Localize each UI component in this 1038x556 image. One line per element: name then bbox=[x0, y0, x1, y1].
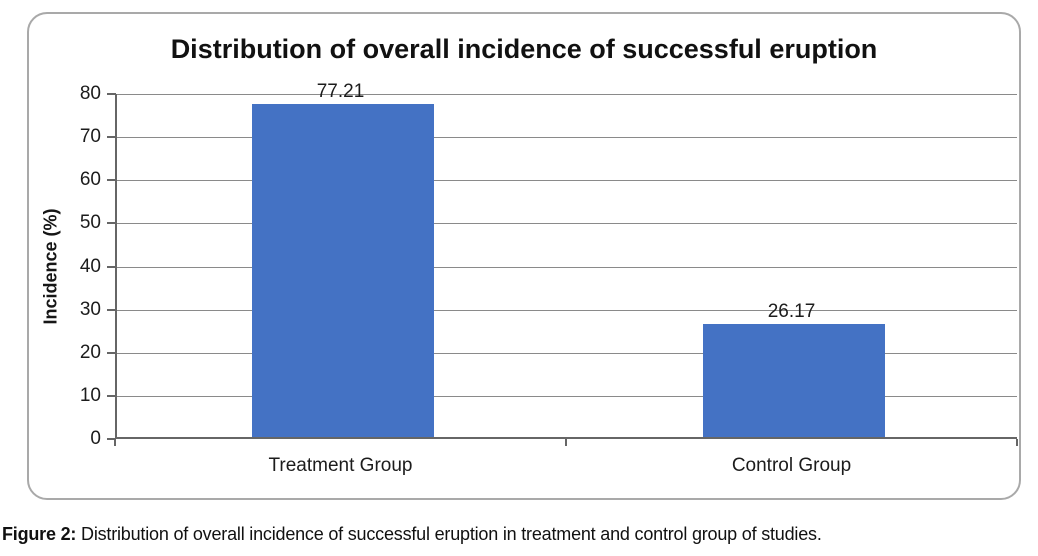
y-tick-label: 10 bbox=[79, 384, 101, 406]
chart-title: Distribution of overall incidence of suc… bbox=[154, 30, 894, 68]
y-tick-label: 50 bbox=[79, 212, 101, 234]
figure-caption-label: Figure 2: bbox=[2, 524, 77, 544]
chart-title-text: Distribution of overall incidence of suc… bbox=[165, 34, 883, 64]
gridline bbox=[117, 352, 1017, 354]
gridline bbox=[117, 395, 1017, 397]
gridline bbox=[117, 180, 1017, 182]
y-tick-mark bbox=[107, 438, 116, 440]
y-tick-label: 40 bbox=[79, 255, 101, 277]
y-tick-label: 0 bbox=[90, 428, 101, 449]
y-tick-mark bbox=[107, 265, 116, 268]
y-tick-mark bbox=[107, 351, 116, 354]
gridline bbox=[117, 223, 1017, 225]
bar-treatment-group bbox=[251, 104, 434, 437]
x-tick-mark bbox=[565, 439, 567, 446]
x-tick-mark bbox=[114, 439, 116, 446]
y-tick-label: 20 bbox=[79, 341, 101, 363]
gridline bbox=[117, 137, 1017, 139]
bar-control-group bbox=[702, 324, 885, 437]
x-category-label: Control Group bbox=[731, 455, 852, 476]
y-tick-label: 60 bbox=[79, 169, 101, 191]
y-tick-mark bbox=[107, 222, 116, 225]
chart-frame: Distribution of overall incidence of suc… bbox=[27, 12, 1021, 500]
y-tick-mark bbox=[107, 136, 116, 139]
x-tick-mark bbox=[1016, 439, 1018, 446]
gridline bbox=[117, 266, 1017, 268]
gridline bbox=[117, 94, 1017, 95]
gridline bbox=[117, 309, 1017, 311]
y-tick-mark bbox=[107, 308, 116, 311]
data-label: 26.17 bbox=[767, 301, 816, 323]
plot-area bbox=[115, 94, 1017, 439]
y-axis-title: Incidence (%) bbox=[31, 94, 71, 439]
data-label: 77.21 bbox=[316, 81, 365, 103]
y-tick-mark bbox=[107, 93, 116, 95]
y-tick-mark bbox=[107, 394, 116, 397]
x-category-label: Treatment Group bbox=[268, 455, 413, 476]
y-tick-mark bbox=[107, 179, 116, 182]
figure-caption: Figure 2: Distribution of overall incide… bbox=[2, 524, 1036, 545]
y-tick-label: 30 bbox=[79, 298, 101, 320]
y-axis-title-text: Incidence (%) bbox=[40, 208, 61, 325]
y-tick-label: 70 bbox=[79, 126, 101, 148]
y-tick-label: 80 bbox=[79, 83, 101, 104]
figure-caption-text: Distribution of overall incidence of suc… bbox=[76, 524, 822, 544]
